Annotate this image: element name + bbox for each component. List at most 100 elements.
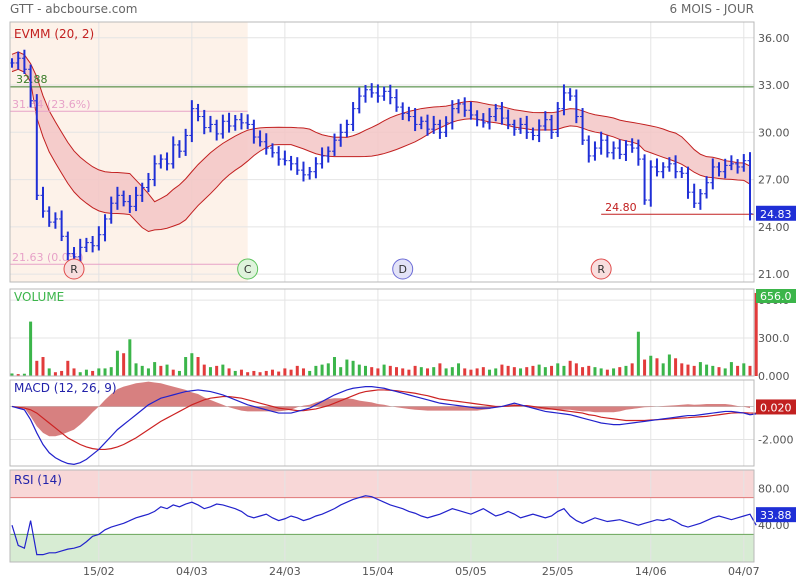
volume-bar [457,363,461,376]
x-axis-label: 15/02 [83,565,115,578]
price-bar [331,133,337,156]
volume-bar [692,365,696,376]
price-bar [232,114,238,131]
price-bar [300,161,306,182]
price-bar [387,84,393,105]
x-axis-label: 04/07 [728,565,760,578]
price-bar [418,116,424,130]
volume-bar [22,373,26,376]
price-bar [642,154,648,205]
price-bar [524,115,530,139]
price-bar [108,196,114,224]
price-bar [189,100,195,143]
price-bar [164,152,170,171]
x-axis-label: 05/05 [455,565,487,578]
price-bar [741,154,747,172]
price-bar [412,108,418,132]
price-bar [728,155,734,171]
volume-bar [326,363,330,376]
price-bar [611,141,617,160]
volume-bar [171,369,175,376]
volume-bar [239,369,243,376]
price-bar [623,140,629,161]
volume-bar [444,368,448,376]
price-bar [251,119,257,144]
volume-bar [109,367,113,376]
envelope-band [12,51,750,232]
price-bar [59,210,65,242]
price-bar [28,64,34,108]
volume-bar [624,365,628,376]
macd-last-badge [756,399,796,415]
volume-bar [661,363,665,376]
price-bar [648,160,654,207]
volume-bar [122,353,126,376]
volume-bar [717,367,721,376]
price-bar [269,143,275,158]
volume-bar [450,367,454,376]
price-bar [263,133,269,155]
rsi-line [11,495,757,556]
price-bar [666,157,672,172]
event-marker-d-icon [392,258,414,280]
price-bar [555,102,561,138]
price-bar [735,159,741,174]
price-bar [685,166,691,199]
event-marker-label: R [70,263,78,276]
price-bar [83,237,89,253]
price-bar [319,147,325,169]
volume-bar [705,364,709,376]
price-bar [449,100,455,130]
rsi-oversold-zone [10,534,754,562]
price-bar [505,109,511,130]
volume-bar [512,367,516,376]
volume-bar [469,369,473,376]
price-bar [96,226,102,251]
price-y-tick: 24.00 [758,221,790,234]
price-bar [276,146,282,166]
volume-bar [754,293,758,376]
price-bar [257,130,263,147]
price-bar [679,166,685,178]
price-bar [307,166,313,180]
price-bar [474,110,480,127]
volume-bar [60,370,64,376]
volume-bar [562,365,566,376]
price-bar [325,146,331,163]
event-marker-r-icon [63,258,85,280]
volume-bar [128,339,132,376]
volume-bar [215,365,219,376]
volume-bar [426,368,430,376]
volume-bar [401,368,405,376]
price-bar [183,128,189,156]
price-bar [604,135,610,158]
volume-bar [550,365,554,376]
volume-bar [103,368,107,376]
event-marker-r-icon [590,258,612,280]
price-bar [691,183,697,208]
price-bar [406,106,412,122]
price-bar [592,141,598,161]
price-bar [437,119,443,139]
volume-bar [388,365,392,376]
volume-bar [519,368,523,376]
volume-bar [599,368,603,376]
price-bar [654,158,660,177]
volume-bar [29,321,33,376]
volume-bar [537,364,541,376]
price-bar [226,112,232,133]
volume-bar [612,368,616,376]
price-bar [536,119,542,143]
rsi-panel-title: RSI (14) [14,473,62,487]
volume-bar [674,358,678,376]
price-bar [573,89,579,124]
price-bar [114,186,120,210]
volume-bar [395,367,399,376]
volume-bar [556,363,560,376]
price-bar [288,155,294,171]
volume-bar [72,368,76,376]
volume-bar [382,364,386,376]
price-bar [294,157,300,175]
price-bar [561,84,567,116]
price-bar [34,94,40,201]
